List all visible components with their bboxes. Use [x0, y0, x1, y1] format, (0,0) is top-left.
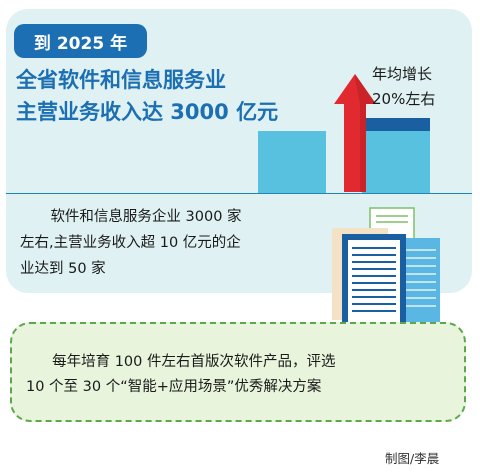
headline: 全省软件和信息服务业 主营业务收入达 3000 亿元 [16, 64, 336, 128]
panel-divider [6, 193, 472, 194]
cultivate-line-1: 每年培育 100 件左右首版次软件产品，评选 [52, 354, 336, 370]
cultivate-panel [10, 322, 466, 422]
growth-line-1: 年均增长 [372, 65, 433, 83]
growth-line-2: 20%左右 [372, 90, 436, 108]
growth-label: 年均增长 20%左右 [372, 62, 472, 112]
year-tag-label: 到 2025 年 [33, 33, 128, 54]
document-stack-icon [332, 207, 440, 328]
stats-line-1: 软件和信息服务企业 3000 家 [50, 209, 242, 225]
stats-line-3: 业达到 50 家 [20, 261, 106, 277]
credit: 制图/李晨 [385, 451, 440, 466]
bar-current [258, 131, 326, 193]
headline-line-2: 主营业务收入达 3000 亿元 [16, 100, 279, 124]
cultivate-line-2: 10 个至 30 个“智能+应用场景”优秀解决方案 [26, 379, 322, 395]
bar-target-cap [362, 118, 430, 131]
stats-line-2: 左右,主营业务收入超 10 亿元的企 [20, 235, 241, 251]
enterprise-stats: 软件和信息服务企业 3000 家 左右,主营业务收入超 10 亿元的企 业达到 … [20, 204, 338, 282]
up-arrow-icon [334, 74, 376, 192]
cultivate-text: 每年培育 100 件左右首版次软件产品，评选 10 个至 30 个“智能+应用场… [26, 350, 456, 400]
year-tag: 到 2025 年 [14, 24, 147, 58]
headline-line-1: 全省软件和信息服务业 [16, 68, 226, 92]
